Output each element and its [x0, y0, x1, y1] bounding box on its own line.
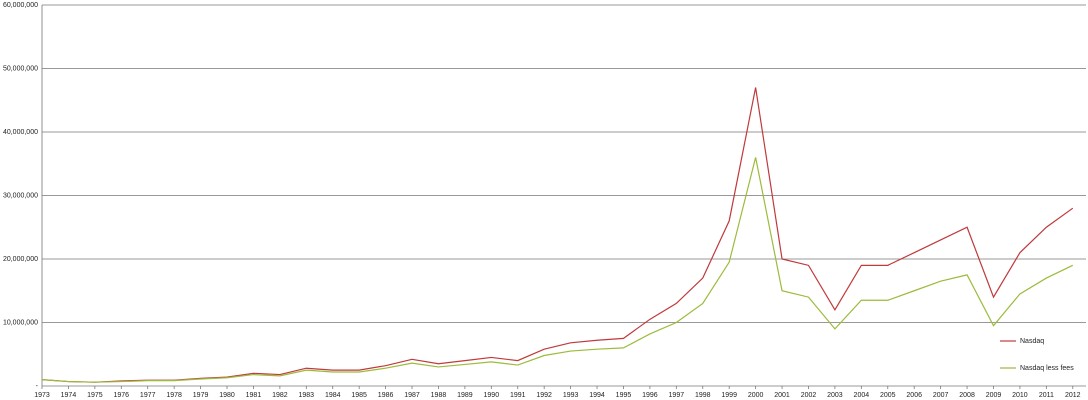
x-tick-label: 1980	[219, 392, 235, 399]
x-tick-label: 1990	[484, 392, 500, 399]
x-tick-label: 1988	[431, 392, 447, 399]
x-tick-label: 2005	[880, 392, 896, 399]
x-tick-label: 1985	[351, 392, 367, 399]
line-series	[41, 87, 1074, 383]
x-tick-label: 1986	[378, 392, 394, 399]
x-tick-label: 2009	[986, 392, 1002, 399]
x-tick-label: 1977	[140, 392, 156, 399]
x-tick-label: 1975	[87, 392, 103, 399]
x-tick-label: 2000	[748, 392, 764, 399]
x-tick-label: 2008	[959, 392, 975, 399]
x-tick-label: 2010	[1012, 392, 1028, 399]
x-tick-label: 1976	[114, 392, 130, 399]
x-tick-label: 2006	[906, 392, 922, 399]
x-tick-label: 1981	[246, 392, 262, 399]
y-tick-label: 60,000,000	[3, 2, 38, 9]
line-series	[41, 157, 1074, 383]
x-tick-label: 1999	[721, 392, 737, 399]
y-tick-label: 10,000,000	[3, 319, 38, 326]
x-tick-label: 1979	[193, 392, 209, 399]
x-tick-label: 1974	[61, 392, 77, 399]
x-tick-label: 2002	[801, 392, 817, 399]
x-tick-label: 1982	[272, 392, 288, 399]
y-tick-label: 40,000,000	[3, 129, 38, 136]
x-tick-label: 1984	[325, 392, 341, 399]
x-tick-label: 1987	[404, 392, 420, 399]
x-tick-label: 2007	[933, 392, 949, 399]
x-tick-label: 1998	[695, 392, 711, 399]
legend-label: Nasdaq	[1020, 338, 1044, 345]
x-tick-label: 1992	[536, 392, 552, 399]
x-tick-label: 1991	[510, 392, 526, 399]
x-tick-label: 1973	[34, 392, 50, 399]
x-tick-label: 2001	[774, 392, 790, 399]
x-tick-label: 2011	[1039, 392, 1054, 399]
x-tick-label: 1978	[166, 392, 182, 399]
y-tick-label: 50,000,000	[3, 65, 38, 72]
y-tick-label: 20,000,000	[3, 256, 38, 263]
y-tick-label: 30,000,000	[3, 192, 38, 199]
x-tick-label: 2004	[854, 392, 870, 399]
y-tick-label: -	[36, 383, 39, 390]
x-tick-label: 1989	[457, 392, 473, 399]
x-tick-label: 1995	[616, 392, 632, 399]
x-tick-label: 1993	[563, 392, 579, 399]
x-tick-label: 1996	[642, 392, 658, 399]
legend-label: Nasdaq less fees	[1020, 365, 1074, 372]
x-tick-label: 1994	[589, 392, 605, 399]
x-tick-label: 2012	[1065, 392, 1081, 399]
x-tick-label: 2003	[827, 392, 843, 399]
x-tick-label: 1983	[299, 392, 315, 399]
x-tick-label: 1997	[669, 392, 685, 399]
